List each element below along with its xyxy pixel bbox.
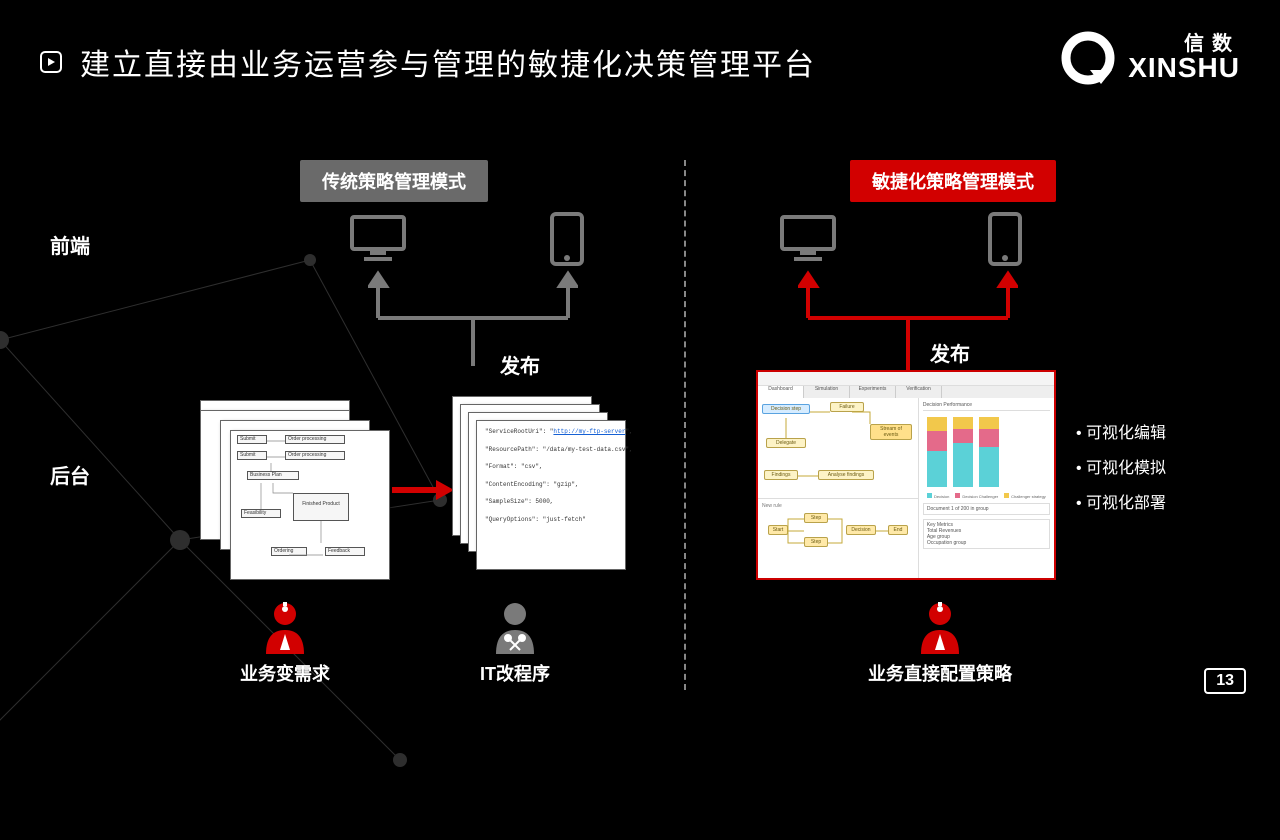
person-biz-label: 业务变需求 (240, 660, 330, 686)
page-number: 13 (1204, 668, 1246, 694)
person-biz: 业务变需求 (240, 600, 330, 686)
slide-title: 建立直接由业务运营参与管理的敏捷化决策管理平台 (80, 40, 816, 84)
monitor-icon (350, 215, 406, 263)
code-docs: "ServiceRootUri": "http://my-ftp-server"… (452, 396, 632, 566)
arrow-right-icon (392, 478, 454, 502)
logo-text-en: XINSHU (1128, 54, 1240, 82)
connector-left (368, 270, 578, 370)
pill-agile: 敏捷化策略管理模式 (850, 160, 1056, 202)
column-divider (684, 160, 686, 690)
phone-icon (550, 212, 584, 266)
publish-label-left: 发布 (500, 350, 540, 379)
feature-bullet: 可视化部署 (1076, 486, 1166, 521)
pill-traditional: 传统策略管理模式 (300, 160, 488, 202)
connector-right (798, 270, 1018, 374)
play-square-icon (40, 51, 62, 73)
feature-bullets: 可视化编辑可视化模拟可视化部署 (1076, 416, 1166, 522)
slide-header: 建立直接由业务运营参与管理的敏捷化决策管理平台 (40, 40, 816, 84)
logo-mark-icon (1060, 30, 1116, 86)
publish-label-right: 发布 (930, 338, 970, 367)
feature-bullet: 可视化模拟 (1076, 451, 1166, 486)
row-label-back: 后台 (50, 460, 90, 489)
monitor-icon-right (780, 215, 836, 263)
dashboard-screenshot: DashboardSimulationExperimentsVerificati… (756, 370, 1056, 580)
brand-logo: 信数 XINSHU (1060, 30, 1240, 86)
row-label-front: 前端 (50, 230, 90, 259)
person-biz-direct: 业务直接配置策略 (860, 600, 1020, 686)
person-biz-direct-label: 业务直接配置策略 (860, 660, 1020, 686)
phone-icon-right (988, 212, 1022, 266)
person-it: IT改程序 (480, 600, 550, 686)
feature-bullet: 可视化编辑 (1076, 416, 1166, 451)
flowchart-docs: Submit Order processing Submit Order pro… (200, 400, 380, 570)
person-it-label: IT改程序 (480, 660, 550, 686)
logo-text-cn: 信数 (1128, 34, 1240, 54)
